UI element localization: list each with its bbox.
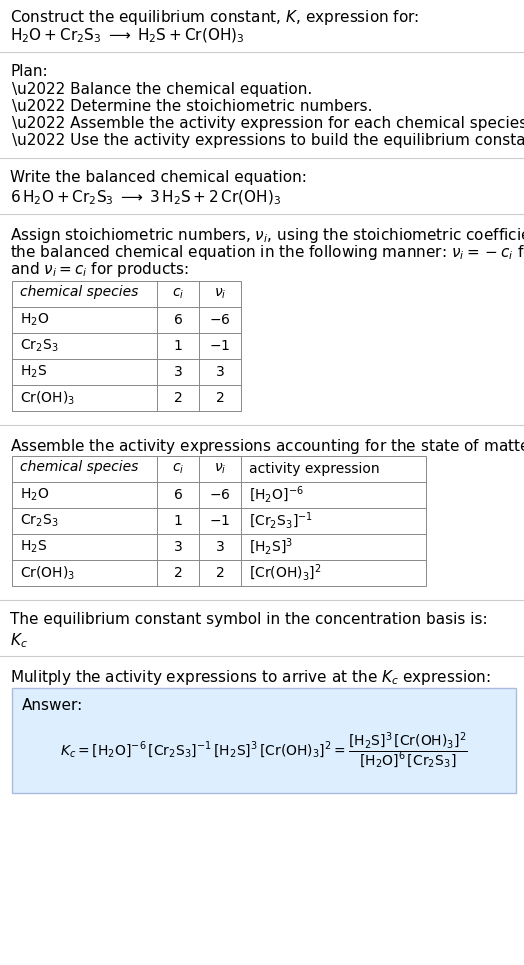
Text: $\mathrm{Cr_2S_3}$: $\mathrm{Cr_2S_3}$	[20, 338, 59, 354]
Text: Plan:: Plan:	[10, 64, 48, 79]
Text: $c_i$: $c_i$	[172, 462, 184, 476]
Text: $-6$: $-6$	[209, 313, 231, 327]
Text: 1: 1	[173, 514, 182, 528]
Text: \u2022 Determine the stoichiometric numbers.: \u2022 Determine the stoichiometric numb…	[12, 99, 373, 114]
Text: $\mathrm{Cr(OH)_3}$: $\mathrm{Cr(OH)_3}$	[20, 389, 75, 406]
Text: $K_c$: $K_c$	[10, 631, 28, 649]
Text: 2: 2	[215, 391, 224, 405]
Text: $[\mathrm{Cr_2S_3}]^{-1}$: $[\mathrm{Cr_2S_3}]^{-1}$	[249, 510, 313, 531]
Text: \u2022 Use the activity expressions to build the equilibrium constant expression: \u2022 Use the activity expressions to b…	[12, 133, 524, 148]
Text: Assemble the activity expressions accounting for the state of matter and $\nu_i$: Assemble the activity expressions accoun…	[10, 437, 524, 456]
Text: $\mathrm{Cr_2S_3}$: $\mathrm{Cr_2S_3}$	[20, 512, 59, 529]
Text: \u2022 Balance the chemical equation.: \u2022 Balance the chemical equation.	[12, 82, 312, 97]
Text: chemical species: chemical species	[20, 460, 138, 474]
Text: 3: 3	[215, 365, 224, 379]
Text: $-6$: $-6$	[209, 488, 231, 502]
Bar	[12, 281, 241, 411]
Text: $\nu_i$: $\nu_i$	[214, 462, 226, 476]
Text: 3: 3	[173, 365, 182, 379]
Text: $\mathrm{H_2O}$: $\mathrm{H_2O}$	[20, 312, 49, 328]
Text: 2: 2	[173, 391, 182, 405]
Text: 6: 6	[173, 313, 182, 327]
Text: Write the balanced chemical equation:: Write the balanced chemical equation:	[10, 170, 307, 185]
Bar	[12, 456, 426, 586]
Text: activity expression: activity expression	[249, 462, 379, 476]
Text: $-1$: $-1$	[210, 339, 231, 353]
Text: $[\mathrm{H_2O}]^{-6}$: $[\mathrm{H_2O}]^{-6}$	[249, 484, 304, 506]
Text: $[\mathrm{Cr(OH)_3}]^{2}$: $[\mathrm{Cr(OH)_3}]^{2}$	[249, 563, 322, 583]
Text: $\mathrm{H_2O}$: $\mathrm{H_2O}$	[20, 486, 49, 503]
Text: $\mathrm{6\,H_2O + Cr_2S_3 \;\longrightarrow\; 3\,H_2S + 2\,Cr(OH)_3}$: $\mathrm{6\,H_2O + Cr_2S_3 \;\longrighta…	[10, 189, 281, 207]
Bar	[12, 688, 516, 793]
Text: The equilibrium constant symbol in the concentration basis is:: The equilibrium constant symbol in the c…	[10, 612, 488, 627]
Text: Answer:: Answer:	[22, 698, 83, 713]
Text: \u2022 Assemble the activity expression for each chemical species.: \u2022 Assemble the activity expression …	[12, 116, 524, 131]
Text: 3: 3	[215, 540, 224, 554]
Text: 2: 2	[173, 566, 182, 580]
Text: $\mathrm{Cr(OH)_3}$: $\mathrm{Cr(OH)_3}$	[20, 565, 75, 582]
Text: $\mathrm{H_2S}$: $\mathrm{H_2S}$	[20, 538, 47, 555]
Text: $\nu_i$: $\nu_i$	[214, 287, 226, 301]
Text: 3: 3	[173, 540, 182, 554]
Text: the balanced chemical equation in the following manner: $\nu_i = -c_i$ for react: the balanced chemical equation in the fo…	[10, 243, 524, 262]
Text: $c_i$: $c_i$	[172, 287, 184, 301]
Text: $K_c = [\mathrm{H_2O}]^{-6}\,[\mathrm{Cr_2S_3}]^{-1}\,[\mathrm{H_2S}]^{3}\,[\mat: $K_c = [\mathrm{H_2O}]^{-6}\,[\mathrm{Cr…	[60, 731, 468, 771]
Text: 6: 6	[173, 488, 182, 502]
Text: chemical species: chemical species	[20, 285, 138, 299]
Text: Mulitply the activity expressions to arrive at the $K_c$ expression:: Mulitply the activity expressions to arr…	[10, 668, 490, 687]
Text: 1: 1	[173, 339, 182, 353]
Text: and $\nu_i = c_i$ for products:: and $\nu_i = c_i$ for products:	[10, 260, 189, 279]
Text: $[\mathrm{H_2S}]^{3}$: $[\mathrm{H_2S}]^{3}$	[249, 537, 293, 557]
Text: $\mathrm{H_2S}$: $\mathrm{H_2S}$	[20, 364, 47, 380]
Text: 2: 2	[215, 566, 224, 580]
Text: Construct the equilibrium constant, $K$, expression for:: Construct the equilibrium constant, $K$,…	[10, 8, 419, 27]
Text: Assign stoichiometric numbers, $\nu_i$, using the stoichiometric coefficients, $: Assign stoichiometric numbers, $\nu_i$, …	[10, 226, 524, 245]
Text: $\mathrm{H_2O + Cr_2S_3 \;\longrightarrow\; H_2S + Cr(OH)_3}$: $\mathrm{H_2O + Cr_2S_3 \;\longrightarro…	[10, 27, 245, 45]
Text: $-1$: $-1$	[210, 514, 231, 528]
